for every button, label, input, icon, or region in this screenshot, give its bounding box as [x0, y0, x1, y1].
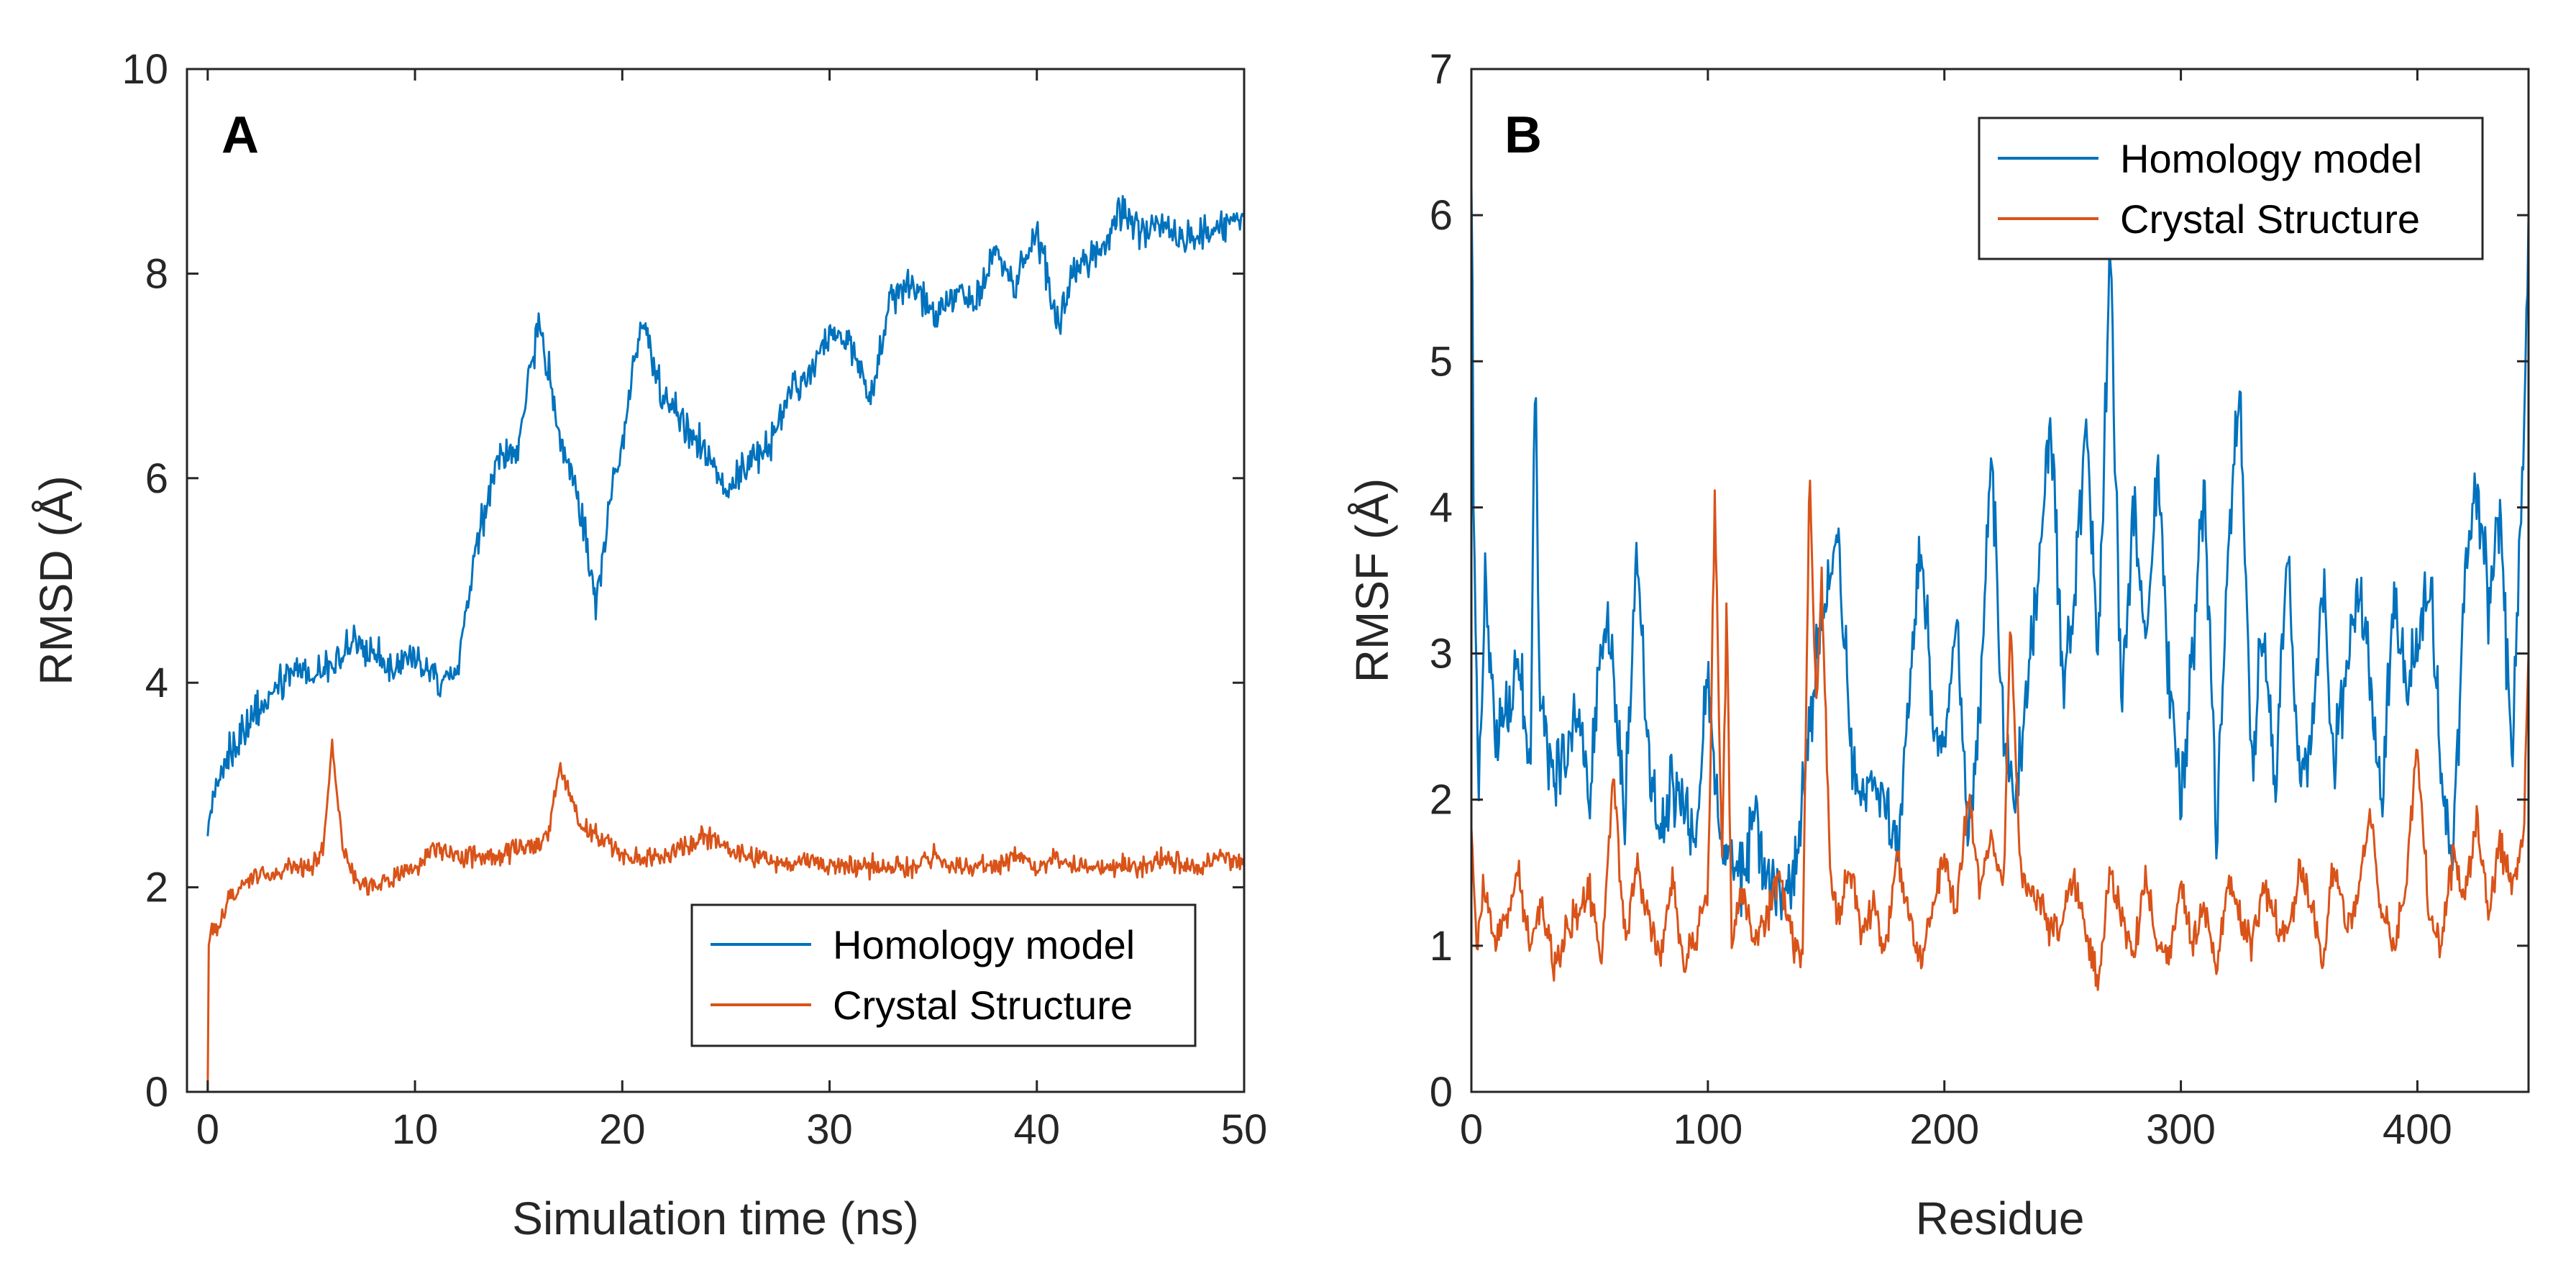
y-tick-label: 2: [1430, 777, 1453, 824]
y-tick-label: 5: [1430, 338, 1453, 385]
x-tick-label: 20: [599, 1106, 646, 1153]
y-tick-label: 4: [145, 660, 168, 706]
y-tick-label: 1: [1430, 923, 1453, 970]
x-axis-label: Simulation time (ns): [512, 1193, 919, 1244]
legend-label-homology-model: Homology model: [2120, 136, 2422, 181]
y-tick-label: 4: [1430, 484, 1453, 531]
y-tick-label: 3: [1430, 631, 1453, 678]
x-tick-label: 40: [1014, 1106, 1061, 1153]
y-tick-label: 10: [122, 46, 168, 93]
legend: Homology model Crystal Structure: [1978, 117, 2484, 260]
series-line-crystal-structure: [1471, 479, 2529, 991]
x-tick-label: 30: [806, 1106, 853, 1153]
x-tick-label: 300: [2146, 1106, 2216, 1153]
x-tick-label: 100: [1673, 1106, 1743, 1153]
y-tick-label: 6: [145, 455, 168, 502]
axes-box: [1470, 68, 2530, 1093]
axes-box: [186, 68, 1246, 1093]
x-tick-label: 0: [1460, 1106, 1483, 1153]
y-tick-label: 2: [145, 865, 168, 911]
x-tick-label: 200: [1909, 1106, 1979, 1153]
y-tick-label: 0: [145, 1069, 168, 1116]
legend-box: [690, 903, 1197, 1047]
y-tick-label: 6: [1430, 192, 1453, 239]
panel-label: A: [221, 106, 259, 164]
y-axis-label: RMSD (Å): [30, 475, 82, 685]
series-line-homology-model: [1471, 186, 2529, 921]
panel-label: B: [1504, 106, 1542, 164]
y-axis-label: RMSF (Å): [1346, 478, 1398, 683]
legend-label-crystal-structure: Crystal Structure: [833, 983, 1133, 1028]
series-layer: [206, 195, 1244, 1092]
x-tick-label: 0: [196, 1106, 219, 1153]
panel-b: 0 100 200 300 400 0 1 2 3 4 5 6 7 B Residue RMSF (Å)…: [1346, 46, 2530, 1244]
legend-box: [1978, 117, 2484, 260]
y-tick-label: 8: [145, 250, 168, 297]
legend-label-crystal-structure: Crystal Structure: [2120, 196, 2420, 242]
series-line-crystal-structure: [206, 738, 1244, 1092]
x-tick-label: 10: [392, 1106, 439, 1153]
x-axis-label: Residue: [1916, 1193, 2085, 1244]
legend: Homology model Crystal Structure: [690, 903, 1197, 1047]
series-line-homology-model: [206, 195, 1244, 837]
y-tick-label: 7: [1430, 46, 1453, 93]
x-tick-label: 50: [1221, 1106, 1268, 1153]
panel-a: 0 10 20 30 40 50 0 2 4 6 8 10 A Simulation time (ns…: [30, 46, 1267, 1244]
tick-layer: 0 10 20 30 40 50 0 2 4 6 8 10: [122, 46, 1267, 1153]
tick-layer: 0 100 200 300 400 0 1 2 3 4 5 6 7: [1430, 46, 2529, 1153]
x-tick-label: 400: [2383, 1106, 2452, 1153]
y-tick-label: 0: [1430, 1069, 1453, 1116]
legend-label-homology-model: Homology model: [833, 922, 1135, 967]
series-layer: [1471, 186, 2529, 991]
